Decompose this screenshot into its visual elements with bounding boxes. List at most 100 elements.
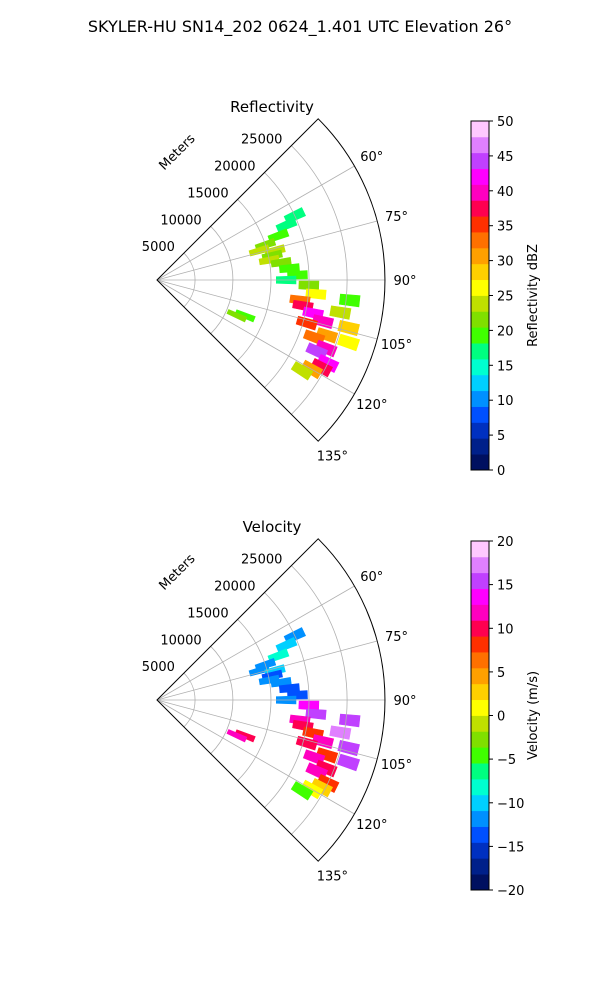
colorbar-label: Velocity (m/s) — [526, 671, 541, 760]
colorbar-segment-4 — [471, 390, 489, 407]
colorbar-tick-label: −15 — [497, 840, 524, 855]
panel-title: Reflectivity — [230, 98, 314, 116]
azimuth-tick-label: 90° — [393, 274, 416, 289]
colorbar-segment-13 — [471, 667, 489, 685]
colorbar-segment-18 — [471, 588, 489, 605]
data-cell-27 — [337, 333, 361, 352]
radial-tick-label: 25000 — [241, 553, 282, 568]
colorbar-segment-7 — [471, 343, 489, 360]
azimuth-tick-label: 60° — [360, 150, 383, 165]
colorbar-segment-11 — [471, 279, 489, 296]
azimuth-tick-label: 75° — [385, 210, 408, 225]
radial-axis-label: Meters — [157, 551, 199, 593]
colorbar-tick-label: 20 — [497, 535, 514, 550]
azimuth-tick-label: 75° — [385, 630, 408, 645]
colorbar-tick-label: 15 — [497, 579, 514, 594]
colorbar-tick-label: 0 — [497, 710, 505, 725]
data-cell-30 — [338, 713, 361, 728]
radial-tick-label: 20000 — [214, 160, 255, 175]
colorbar-segment-19 — [471, 572, 489, 589]
colorbar-segment-9 — [471, 731, 489, 748]
colorbar-segment-5 — [471, 374, 489, 392]
azimuth-gridline-3 — [156, 699, 378, 760]
colorbar-segment-3 — [471, 406, 489, 423]
colorbar-segment-10 — [471, 295, 489, 312]
data-cell-1 — [275, 216, 298, 233]
colorbar-segment-6 — [471, 778, 489, 796]
colorbar-segment-10 — [471, 715, 489, 732]
colorbar-tick-label: 50 — [497, 115, 514, 130]
colorbar-segment-21 — [471, 121, 489, 138]
radial-tick-label: 10000 — [160, 213, 201, 228]
data-cell-30 — [338, 293, 361, 308]
radial-tick-label: 15000 — [187, 606, 228, 621]
azimuth-gridline-0 — [156, 585, 355, 701]
colorbar-segment-13 — [471, 247, 489, 265]
colorbar-segment-12 — [471, 683, 489, 701]
azimuth-tick-label: 120° — [356, 398, 387, 413]
azimuth-gridline-4 — [156, 699, 355, 815]
sector-frame — [156, 538, 386, 862]
colorbar-tick-label: 40 — [497, 185, 514, 200]
colorbar-segment-21 — [471, 541, 489, 558]
data-cell-13 — [305, 288, 327, 300]
data-cell-29 — [329, 725, 352, 740]
colorbar-segment-20 — [471, 556, 489, 574]
data-cell-1 — [275, 636, 298, 653]
azimuth-tick-label: 120° — [356, 818, 387, 833]
colorbar-segment-1 — [471, 438, 489, 455]
azimuth-tick-label: 135° — [317, 449, 348, 464]
azimuth-gridline-3 — [156, 279, 378, 340]
radial-tick-label: 5000 — [142, 240, 175, 255]
data-cell-32 — [226, 729, 248, 743]
colorbar-segment-15 — [471, 636, 489, 653]
colorbar-segment-17 — [471, 604, 489, 621]
data-cell-26 — [290, 361, 314, 381]
colorbar-label: Reflectivity dBZ — [526, 244, 541, 347]
data-cell-28 — [337, 319, 360, 337]
data-cell-18 — [295, 735, 318, 751]
colorbar-segment-7 — [471, 763, 489, 780]
colorbar-segment-20 — [471, 136, 489, 154]
colorbar-tick-label: −10 — [497, 797, 524, 812]
colorbar-segment-8 — [471, 327, 489, 344]
colorbar-segment-15 — [471, 216, 489, 233]
colorbar-segment-2 — [471, 842, 489, 859]
colorbar-segment-4 — [471, 810, 489, 827]
colorbar-tick-label: 25 — [497, 290, 514, 305]
azimuth-tick-label: 105° — [381, 758, 412, 773]
colorbar-segment-16 — [471, 200, 489, 217]
colorbar-segment-8 — [471, 747, 489, 764]
azimuth-tick-label: 135° — [317, 869, 348, 884]
azimuth-tick-label: 60° — [360, 570, 383, 585]
colorbar-segment-0 — [471, 454, 489, 471]
colorbar-segment-14 — [471, 232, 489, 249]
azimuth-gridline-0 — [156, 165, 355, 281]
data-cell-32 — [226, 309, 248, 323]
radial-tick-label: 10000 — [160, 633, 201, 648]
colorbar-segment-11 — [471, 699, 489, 716]
colorbar-segment-3 — [471, 826, 489, 843]
data-cell-26 — [290, 781, 314, 801]
azimuth-gridline-1 — [156, 640, 378, 701]
colorbar-segment-2 — [471, 422, 489, 439]
panel-title: Velocity — [243, 518, 302, 536]
sector-frame — [156, 118, 386, 442]
velocity-panel: 60° 75° 90° 105° 120° 135° 5000 10000 15000 20000… — [142, 518, 541, 899]
radial-tick-label: 5000 — [142, 660, 175, 675]
colorbar-segment-18 — [471, 168, 489, 185]
colorbar-segment-17 — [471, 184, 489, 201]
azimuth-tick-label: 105° — [381, 338, 412, 353]
azimuth-tick-label: 90° — [393, 694, 416, 709]
colorbar-tick-label: 10 — [497, 394, 514, 409]
colorbar-tick-label: 15 — [497, 359, 514, 374]
colorbar-tick-label: 0 — [497, 464, 505, 479]
data-cell-27 — [337, 753, 361, 772]
colorbar-tick-label: 30 — [497, 255, 514, 270]
data-cell-13 — [305, 708, 327, 720]
colorbar-tick-label: 5 — [497, 429, 505, 444]
colorbar-segment-12 — [471, 263, 489, 281]
colorbar-segment-14 — [471, 652, 489, 669]
colorbar-tick-label: 35 — [497, 220, 514, 235]
